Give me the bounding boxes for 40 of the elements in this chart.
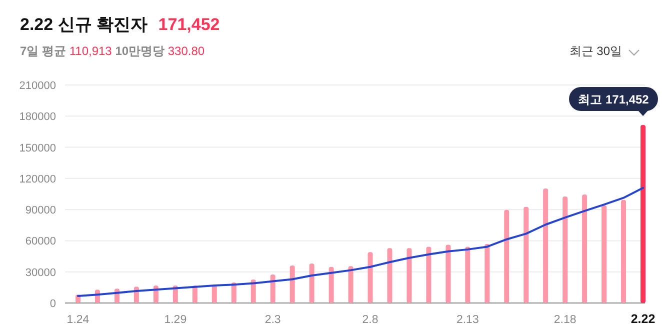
bar	[640, 125, 646, 303]
bar	[562, 196, 568, 303]
y-tick-label: 150000	[19, 142, 56, 154]
bar	[621, 200, 626, 303]
y-tick-label: 60000	[25, 236, 56, 248]
bar	[309, 263, 314, 303]
bar	[426, 246, 432, 303]
x-tick-label: 1.24	[66, 314, 90, 326]
bar	[504, 210, 510, 303]
bar	[465, 246, 470, 303]
bar	[270, 274, 276, 303]
bar	[582, 194, 588, 303]
y-tick-label: 120000	[19, 173, 56, 186]
bar	[524, 206, 529, 303]
bar	[484, 244, 490, 303]
x-tick-label: 2.8	[362, 314, 378, 326]
annotation: 최고 171,452	[578, 92, 650, 107]
bar	[387, 248, 392, 303]
x-tick-label: 2.3	[264, 314, 281, 326]
text: 최근 30일	[569, 44, 622, 58]
y-tick-label: 180000	[19, 111, 56, 124]
bar	[446, 244, 451, 303]
y-tick-label: 210000	[19, 80, 56, 92]
x-tick-label: 2.22	[630, 312, 656, 326]
x-tick-label: 2.13	[456, 314, 479, 326]
bar	[368, 252, 373, 303]
y-tick-label: 30000	[25, 266, 56, 279]
x-tick-label: 2.18	[554, 314, 576, 326]
y-tick-label: 90000	[25, 204, 56, 217]
bar	[290, 266, 295, 303]
bar	[602, 205, 607, 303]
chart-subtitle: 7일 평균 110,913 10만명당 330.80	[20, 44, 205, 58]
x-tick-label: 1.29	[164, 314, 187, 326]
bar	[543, 188, 548, 303]
chart-title: 2.22 신규 확진자 171,452	[20, 15, 220, 34]
bar	[328, 266, 334, 303]
bar	[348, 266, 354, 303]
line-series	[77, 186, 644, 297]
y-tick-label: 0	[50, 298, 56, 310]
bar	[406, 248, 412, 303]
